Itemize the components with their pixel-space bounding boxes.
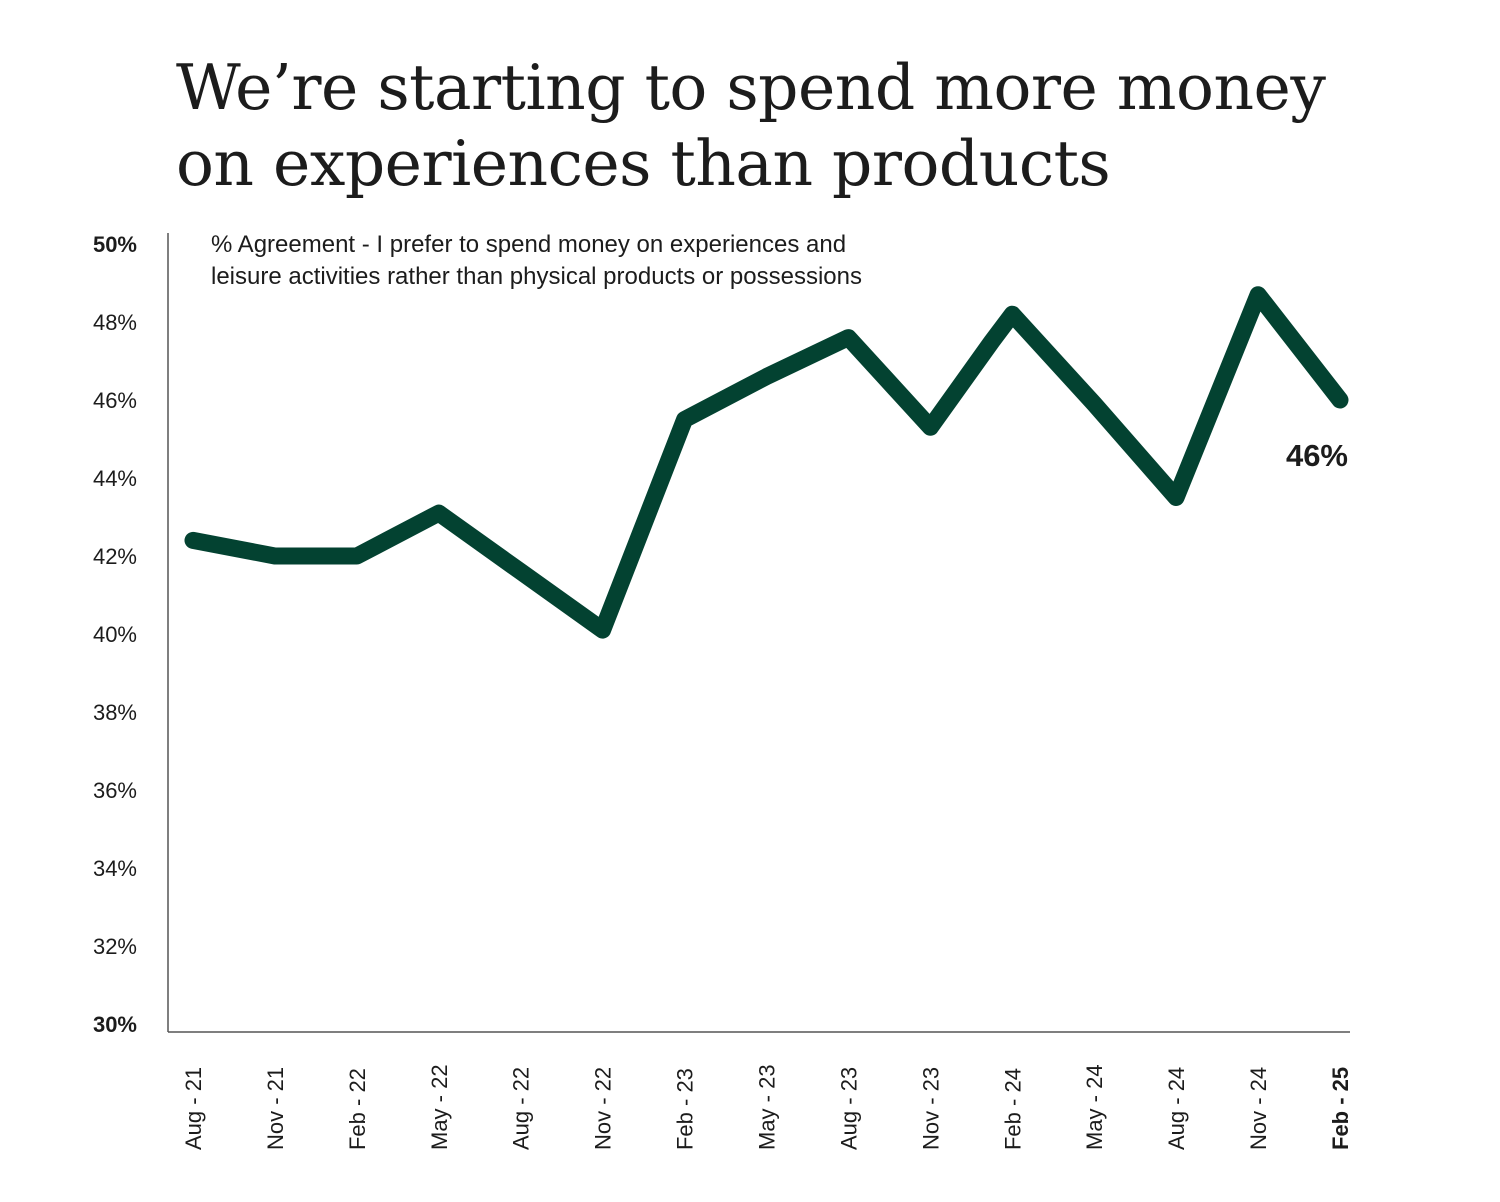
y-axis-ticks: 30% 32% 34% 36% 38% 40% 42% 44% 46% 48% 50% [93,232,137,1037]
y-tick-label: 48% [93,310,137,335]
x-tick-label: May - 22 [427,1064,452,1150]
y-tick-label: 32% [93,934,137,959]
x-tick-label: Aug - 21 [181,1067,206,1150]
x-axis-ticks: Aug - 21 Nov - 21 Feb - 22 May - 22 Aug - 22… [181,1064,1353,1150]
y-tick-label: 30% [93,1012,137,1037]
y-tick-label: 46% [93,388,137,413]
series-line [184,286,1349,639]
series-layer [184,286,1349,639]
x-tick-label: Aug - 24 [1164,1067,1189,1150]
chart-subtitle-line-1: % Agreement - I prefer to spend money on… [211,231,847,258]
chart-title-line-2: on experiences than products [176,127,1111,200]
y-tick-label: 40% [93,622,137,647]
x-tick-label: Nov - 24 [1246,1067,1271,1150]
callout-label: 46% [1286,438,1348,473]
chart-subtitle-line-2: leisure activities rather than physical … [211,263,862,290]
x-tick-label: Nov - 23 [918,1067,943,1150]
y-tick-label: 34% [93,856,137,881]
x-tick-label: Nov - 21 [263,1067,288,1150]
chart-title: We’re starting to spend more money on ex… [176,50,1376,202]
y-tick-label: 42% [93,544,137,569]
y-tick-label: 44% [93,466,137,491]
y-tick-label: 38% [93,700,137,725]
x-tick-label: Feb - 24 [1000,1068,1025,1150]
x-tick-label: Feb - 22 [345,1068,370,1150]
chart-subtitle: % Agreement - I prefer to spend money on… [211,229,1011,293]
chart-axes [167,233,1350,1033]
x-tick-label: Aug - 23 [836,1067,861,1150]
x-tick-label: Aug - 22 [509,1067,534,1150]
x-tick-label: Nov - 22 [591,1067,616,1150]
x-tick-label: May - 23 [755,1064,780,1150]
y-tick-label: 50% [93,232,137,257]
x-tick-label: May - 24 [1082,1064,1107,1150]
data-labels: 46% [1286,438,1348,473]
x-tick-label: Feb - 25 [1328,1067,1353,1150]
chart-title-line-1: We’re starting to spend more money [176,51,1326,124]
x-tick-label: Feb - 23 [673,1068,698,1150]
y-tick-label: 36% [93,778,137,803]
